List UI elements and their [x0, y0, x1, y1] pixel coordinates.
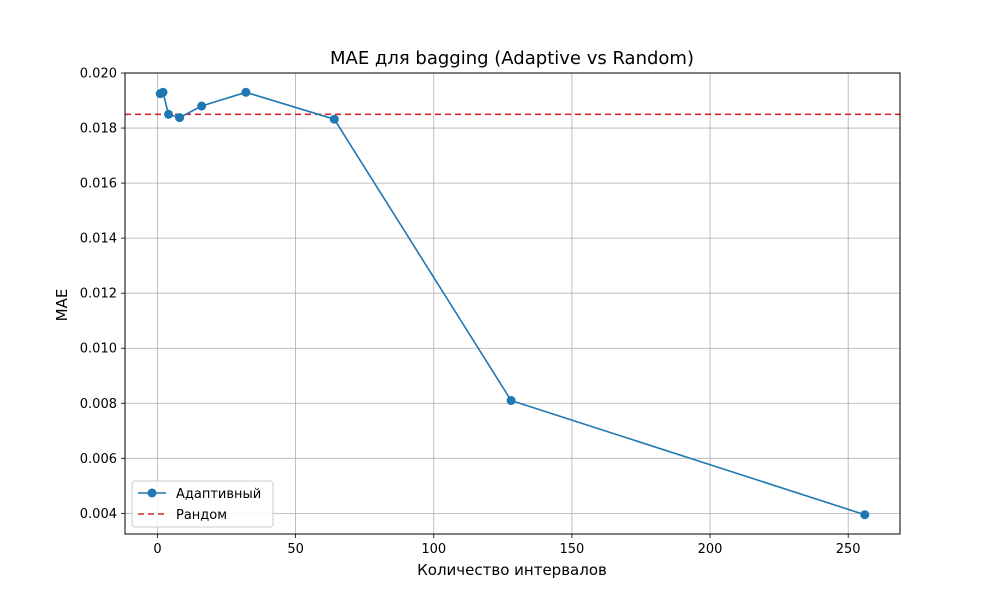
y-tick-label: 0.012: [80, 287, 117, 302]
x-tick-label: 50: [287, 542, 304, 557]
legend-adaptive-marker: [147, 488, 157, 498]
y-tick-label: 0.018: [80, 122, 117, 137]
adaptive-data-point: [175, 113, 185, 123]
y-tick-label: 0.008: [80, 397, 117, 412]
x-tick-label: 0: [153, 542, 161, 557]
adaptive-data-point: [506, 396, 516, 406]
adaptive-data-point: [158, 87, 168, 97]
y-tick-label: 0.006: [80, 452, 117, 467]
legend-label-random: Рандом: [176, 508, 227, 523]
y-tick-label: 0.010: [80, 342, 117, 357]
adaptive-data-point: [860, 510, 870, 520]
adaptive-data-point: [164, 109, 174, 119]
y-tick-label: 0.014: [80, 232, 117, 247]
y-axis-title: MAE: [53, 289, 71, 322]
y-tick-label: 0.020: [80, 67, 117, 82]
y-tick-label: 0.004: [80, 507, 117, 522]
legend-label-adaptive: Адаптивный: [176, 487, 261, 502]
y-tick-label: 0.016: [80, 177, 117, 192]
adaptive-data-point: [329, 114, 339, 124]
plot-frame: [124, 72, 901, 535]
series-layer: [125, 87, 900, 520]
x-tick-label: 100: [421, 542, 446, 557]
x-tick-label: 200: [698, 542, 723, 557]
adaptive-data-point: [241, 87, 251, 97]
x-axis-title: Количество интервалов: [417, 561, 607, 579]
x-tick-label: 150: [559, 542, 584, 557]
chart-title: MAE для bagging (Adaptive vs Random): [330, 48, 694, 69]
adaptive-data-point: [197, 101, 207, 111]
legend: Адаптивный Рандом: [131, 480, 274, 528]
x-tick-label: 250: [836, 542, 861, 557]
legend-box: [131, 480, 274, 528]
axis-ticks: 0 50 100 150 200 250 0.004 0.006 0.008 0.010 0.012…: [80, 67, 861, 558]
